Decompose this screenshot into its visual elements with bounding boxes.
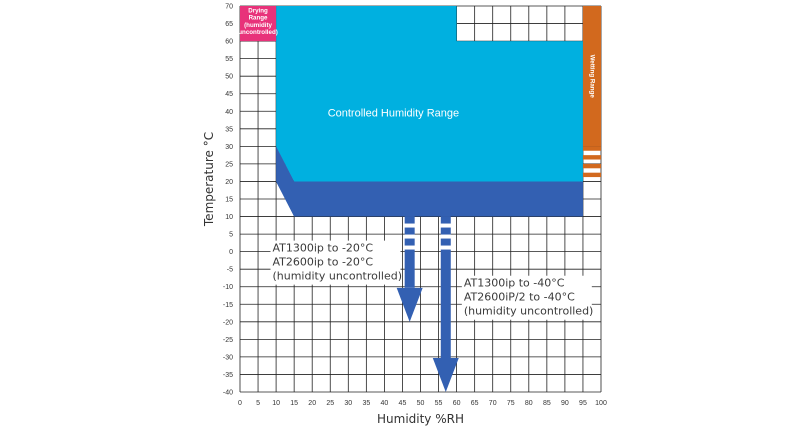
y-axis-title: Temperature °C — [202, 132, 216, 227]
x-tick-label: 100 — [595, 400, 607, 407]
arrow-shaft-segment — [440, 227, 451, 235]
x-tick-label: 75 — [507, 400, 515, 407]
y-tick-label: 60 — [225, 39, 233, 46]
y-tick-label: 65 — [225, 21, 233, 28]
y-tick-label: -35 — [223, 372, 233, 379]
region-label-drying: uncontrolled) — [238, 29, 278, 36]
y-tick-label: 5 — [229, 232, 233, 239]
region-label-drying: (humidity — [244, 22, 272, 29]
region-label-controlled: Controlled Humidity Range — [328, 108, 459, 120]
arrow-shaft-segment — [440, 249, 451, 358]
y-tick-label: -5 — [227, 267, 233, 274]
region-fill-drying-range-humidity-uncontrolled — [240, 6, 277, 42]
x-tick-label: 20 — [308, 400, 316, 407]
y-tick-label: 30 — [225, 144, 233, 151]
annotation-text: AT2600iP/2 to -40°C — [464, 291, 575, 304]
y-tick-label: 35 — [225, 126, 233, 133]
x-tick-label: 70 — [489, 400, 497, 407]
arrow-shaft-segment — [404, 216, 415, 224]
x-tick-label: 45 — [399, 400, 407, 407]
x-tick-label: 5 — [256, 400, 260, 407]
arrow-head — [432, 358, 459, 392]
y-tick-label: 50 — [225, 74, 233, 81]
region-fill-controlled-humidity-range — [276, 6, 583, 182]
y-tick-label: -30 — [223, 354, 233, 361]
arrow-shaft-segment — [440, 216, 451, 224]
x-tick-label: 50 — [417, 400, 425, 407]
y-tick-label: 70 — [225, 4, 233, 11]
y-tick-label: 10 — [225, 214, 233, 221]
wetting-stripe — [582, 163, 601, 169]
tick-labels-layer: 0 5 10 15 20 25 30 35 40 45 50 55 60 65 70 75 80 85 90 95 10… — [223, 4, 607, 408]
region-fill-wetting-range — [582, 6, 601, 147]
x-tick-label: 80 — [525, 400, 533, 407]
x-tick-label: 85 — [543, 400, 551, 407]
y-tick-label: 40 — [225, 109, 233, 116]
x-tick-label: 40 — [381, 400, 389, 407]
y-tick-label: 25 — [225, 161, 233, 168]
x-tick-label: 0 — [238, 400, 242, 407]
wetting-stripe — [582, 172, 601, 178]
x-tick-label: 10 — [272, 400, 280, 407]
overlay-layer: Controlled Humidity RangeDryingRange(hum… — [238, 6, 601, 392]
y-tick-label: -10 — [223, 284, 233, 291]
arrow-shaft-segment — [404, 238, 415, 246]
x-tick-label: 15 — [290, 400, 298, 407]
annotation-text: AT2600ip to -20°C — [272, 256, 373, 269]
arrow-shaft-segment — [404, 227, 415, 235]
region-label-drying: Drying — [248, 7, 268, 14]
arrow-shaft-segment — [440, 238, 451, 246]
x-tick-label: 65 — [471, 400, 479, 407]
y-tick-label: -20 — [223, 319, 233, 326]
annotation-background — [461, 275, 592, 320]
y-tick-label: 15 — [225, 197, 233, 204]
x-axis-title: Humidity %RH — [377, 412, 464, 426]
y-tick-label: 45 — [225, 91, 233, 98]
y-tick-label: -15 — [223, 302, 233, 309]
x-tick-label: 25 — [326, 400, 334, 407]
wetting-stripe — [582, 155, 601, 160]
x-tick-label: 55 — [435, 400, 443, 407]
x-tick-label: 95 — [579, 400, 587, 407]
x-tick-label: 90 — [561, 400, 569, 407]
y-tick-label: -40 — [223, 390, 233, 397]
annotation-background — [270, 240, 401, 285]
annotation-text: AT1300ip to -40°C — [464, 277, 565, 290]
x-tick-label: 30 — [344, 400, 352, 407]
x-tick-label: 60 — [453, 400, 461, 407]
region-label-wetting: Wetting Range — [588, 55, 595, 99]
region-fill-lower-controlled-range — [276, 146, 583, 217]
annotation-text: (humidity uncontrolled) — [272, 270, 402, 283]
x-tick-label: 35 — [362, 400, 370, 407]
annotation-text: AT1300ip to -20°C — [272, 242, 373, 255]
y-tick-label: -25 — [223, 337, 233, 344]
arrow-head — [396, 287, 423, 322]
arrow-shaft-segment — [404, 249, 415, 288]
region-label-drying: Range — [249, 15, 268, 22]
annotation-text: (humidity uncontrolled) — [464, 305, 594, 318]
y-tick-label: 20 — [225, 179, 233, 186]
y-tick-label: 0 — [229, 249, 233, 256]
wetting-stripe — [582, 146, 601, 151]
y-tick-label: 55 — [225, 56, 233, 63]
